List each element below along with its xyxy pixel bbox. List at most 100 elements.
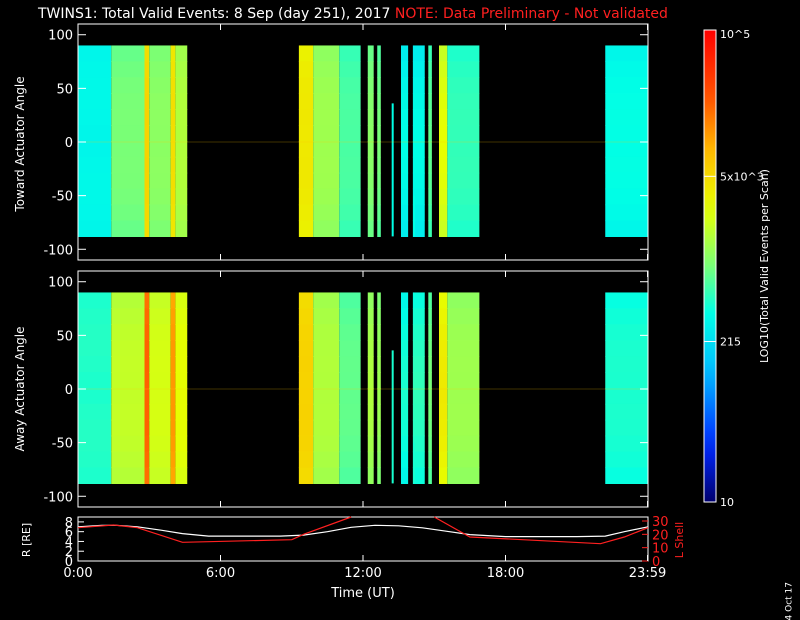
heatmap-cell: [377, 403, 381, 421]
heatmap-cell: [298, 156, 314, 174]
heatmap-cell: [367, 435, 374, 453]
heatmap-cell: [412, 140, 425, 158]
heatmap-cell: [313, 140, 340, 158]
heatmap-cell: [401, 172, 409, 190]
heatmap-spike: [413, 442, 416, 484]
heatmap-cell: [149, 356, 171, 373]
heatmap-cell: [339, 356, 361, 373]
heatmap-cell: [401, 140, 409, 158]
heatmap-cell: [149, 292, 171, 309]
heatmap-cell: [428, 156, 432, 174]
heatmap-cell: [144, 403, 150, 421]
heatmap-cell: [428, 356, 432, 373]
heatmap-cell: [149, 156, 171, 174]
heatmap-cell: [377, 467, 381, 484]
heatmap-cell: [111, 156, 145, 174]
heatmap-cell: [401, 308, 409, 325]
heatmap-cell: [412, 387, 425, 405]
heatmap-cell: [144, 220, 150, 237]
heatmap-cell: [78, 419, 112, 437]
heatmap-cell: [439, 125, 448, 142]
x-tick-label: 23:59: [629, 566, 666, 581]
heatmap-cell: [111, 204, 145, 222]
heatmap-cell: [149, 204, 171, 222]
heatmap-cell: [339, 45, 361, 62]
heatmap-cell: [439, 140, 448, 158]
heatmap-cell: [339, 61, 361, 78]
r-axis-label: R [RE]: [20, 523, 33, 557]
heatmap-cell: [412, 188, 425, 206]
heatmap-cell: [111, 77, 145, 94]
heatmap-cell: [170, 451, 176, 469]
heatmap-cell: [401, 93, 409, 110]
heatmap-cell: [111, 45, 145, 62]
heatmap-cell: [367, 156, 374, 174]
heatmap-cell: [175, 292, 188, 309]
heatmap-cell: [149, 451, 171, 469]
colorbar-label: LOG10(Total Valid Events per Scan): [758, 169, 771, 363]
heatmap-cell: [175, 93, 188, 110]
heatmap-cell: [313, 340, 340, 357]
heatmap-cell: [111, 61, 145, 78]
heatmap-cell: [111, 172, 145, 190]
heatmap-cell: [339, 140, 361, 158]
heatmap-cell: [78, 356, 112, 373]
heatmap-cell: [149, 372, 171, 389]
heatmap-cell: [175, 45, 188, 62]
heatmap-cell: [447, 372, 480, 389]
heatmap-cell: [149, 340, 171, 357]
heatmap-cell: [111, 220, 145, 237]
heatmap-cell: [377, 387, 381, 405]
heatmap-cell: [377, 340, 381, 357]
heatmap-cell: [428, 220, 432, 237]
heatmap-cell: [111, 403, 145, 421]
heatmap-cell: [401, 77, 409, 94]
heatmap-cell: [149, 45, 171, 62]
heatmap-cell: [170, 188, 176, 206]
heatmap-cell: [313, 387, 340, 405]
heatmap-cell: [78, 109, 112, 126]
y-tick-label: -50: [52, 190, 73, 205]
heatmap-cell: [439, 340, 448, 357]
heatmap-cell: [313, 109, 340, 126]
heatmap-cell: [412, 109, 425, 126]
heatmap-cell: [339, 387, 361, 405]
heatmap-cell: [377, 140, 381, 158]
r-tick-label: 8: [65, 516, 73, 531]
heatmap-cell: [377, 372, 381, 389]
heatmap-cell: [401, 125, 409, 142]
heatmap-cell: [298, 61, 314, 78]
heatmap-cell: [144, 93, 150, 110]
heatmap-cell: [367, 372, 374, 389]
heatmap-cell: [339, 77, 361, 94]
away-actuator-panel: 100 50 0 -50 -100 Away Actuator Angle: [13, 270, 649, 508]
heatmap-cell: [412, 451, 425, 469]
heatmap-cell: [605, 467, 648, 484]
heatmap-cell: [367, 419, 374, 437]
heatmap-spike: [391, 103, 394, 237]
heatmap-cell: [144, 188, 150, 206]
heatmap-cell: [428, 467, 432, 484]
heatmap-cell: [367, 387, 374, 405]
y-tick-label: 0: [65, 136, 73, 151]
heatmap-cell: [149, 109, 171, 126]
heatmap-cell: [111, 451, 145, 469]
heatmap-cell: [428, 109, 432, 126]
heatmap-cell: [401, 403, 409, 421]
heatmap-cell: [144, 156, 150, 174]
heatmap-cell: [78, 93, 112, 110]
colorbar-ticks: 10^5 5x10^3 215 10: [704, 28, 764, 509]
heatmap-cell: [428, 435, 432, 453]
heatmap-cell: [298, 451, 314, 469]
heatmap-cell: [170, 140, 176, 158]
heatmap-cell: [313, 356, 340, 373]
heatmap-cell: [313, 61, 340, 78]
heatmap-cell: [339, 220, 361, 237]
heatmap-cell: [339, 93, 361, 110]
heatmap-cell: [298, 109, 314, 126]
heatmap-cell: [447, 109, 480, 126]
heatmap-cell: [149, 387, 171, 405]
heatmap-cell: [149, 188, 171, 206]
r-tick-label: 0: [65, 555, 73, 570]
heatmap-cell: [605, 324, 648, 341]
